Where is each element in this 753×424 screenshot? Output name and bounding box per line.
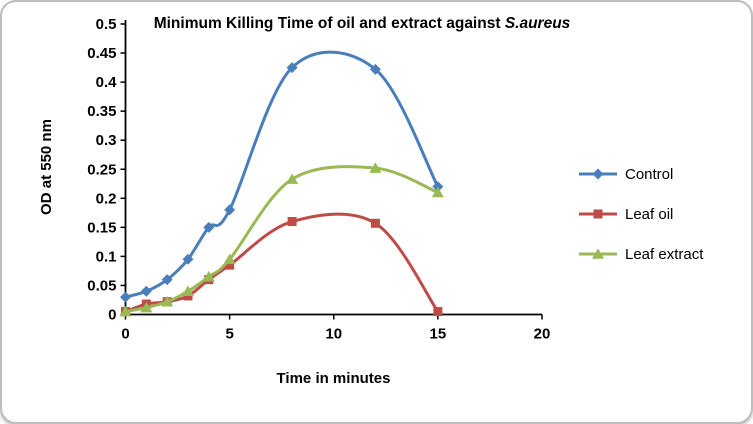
legend-marker (592, 168, 604, 180)
y-tick-label: 0.45 (87, 45, 116, 62)
y-tick-label: 0.25 (87, 161, 116, 178)
series-marker-leaf-extract (161, 295, 174, 307)
chart-title-species: S.aureus (504, 15, 571, 32)
legend-label-leaf-extract: Leaf extract (625, 245, 704, 263)
series-marker-leaf-extract (431, 186, 444, 198)
legend-swatch-control-icon (579, 168, 617, 180)
series-marker-leaf-extract (119, 305, 132, 317)
legend-item-leaf-extract: Leaf extract (578, 234, 703, 274)
series-marker-leaf-extract (140, 301, 153, 313)
series-marker-leaf-extract (181, 285, 194, 297)
x-tick-label: 5 (225, 326, 233, 343)
series-line-leaf-oil (124, 212, 440, 314)
series-marker-leaf-extract (202, 270, 215, 282)
legend-swatch-leaf-oil-icon (579, 209, 617, 219)
series-marker-control (182, 253, 194, 265)
series-marker-leaf-extract (369, 162, 382, 173)
legend-swatch-leaf-extract-icon (579, 248, 617, 259)
chart-title: Minimum Killing Time of oil and extract … (92, 15, 632, 33)
y-tick-label: 0 (108, 307, 116, 324)
series-marker-control (432, 181, 444, 193)
y-tick-label: 0.3 (96, 132, 117, 149)
x-tick-label: 10 (325, 326, 342, 343)
y-tick-label: 0.05 (87, 277, 116, 294)
series-marker-leaf-oil (370, 218, 380, 228)
y-tick-label: 0.15 (87, 219, 116, 236)
series-line-control (124, 50, 440, 299)
y-tick-label: 0.2 (96, 190, 117, 207)
y-tick-label: 0.4 (96, 74, 118, 91)
y-axis-title: OD at 550 nm (38, 119, 55, 215)
legend-marker (593, 209, 603, 219)
legend-marker (592, 248, 604, 259)
series-marker-control (161, 274, 173, 286)
series-marker-leaf-extract (286, 173, 299, 184)
chart-title-main: Minimum Killing Time of oil and extract … (153, 15, 505, 32)
legend: Control Leaf oil Leaf extract (578, 154, 703, 274)
series-marker-control (369, 63, 381, 75)
series-marker-control (140, 285, 152, 297)
legend-item-control: Control (578, 154, 703, 194)
x-tick-label: 20 (534, 326, 551, 343)
legend-label-leaf-oil: Leaf oil (625, 205, 674, 223)
series-marker-control (224, 204, 236, 216)
series-marker-leaf-oil (287, 217, 297, 227)
legend-item-leaf-oil: Leaf oil (578, 194, 703, 234)
series-marker-leaf-extract (223, 253, 236, 265)
x-tick-label: 15 (430, 326, 447, 343)
y-tick-label: 0.5 (96, 16, 117, 33)
x-axis-title: Time in minutes (276, 370, 391, 387)
legend-label-control: Control (625, 165, 674, 183)
series-marker-control (203, 221, 215, 233)
series-line-leaf-extract (124, 165, 440, 314)
series-marker-leaf-oil (433, 307, 443, 317)
x-tick-label: 0 (121, 326, 129, 343)
y-tick-label: 0.35 (87, 103, 116, 120)
series-marker-leaf-oil (225, 260, 235, 270)
y-tick-label: 0.1 (96, 248, 117, 265)
series-marker-control (120, 291, 131, 303)
